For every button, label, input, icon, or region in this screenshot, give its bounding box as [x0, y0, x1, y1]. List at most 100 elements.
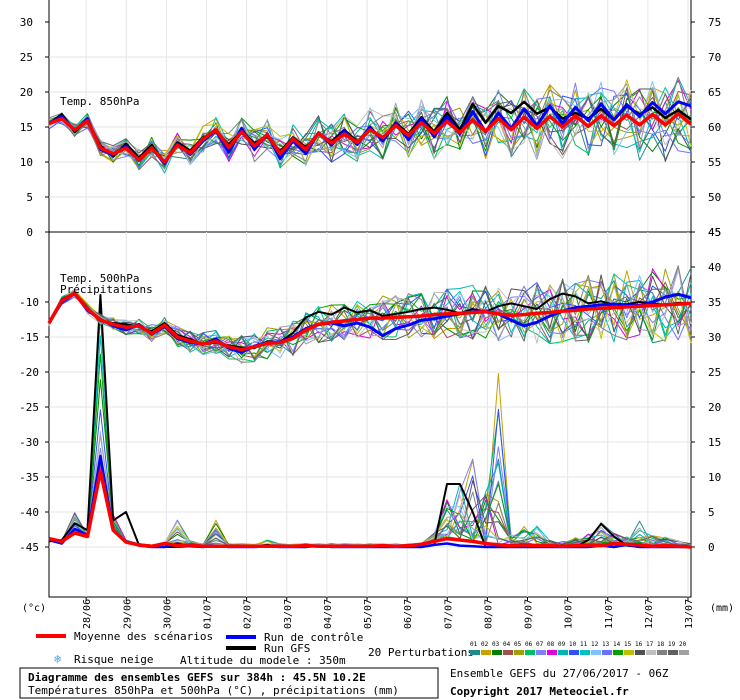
y-tick-label: -45 [19, 541, 39, 554]
perturbation-swatch [602, 650, 612, 655]
perturbation-id: 17 [646, 641, 654, 648]
date-label: 13/07 [684, 599, 695, 629]
legend: Moyenne des scénarios Run de contrôle Ru… [36, 630, 689, 667]
precip-series [48, 294, 692, 549]
temp-500-label: Temp. 500hPa [60, 272, 139, 285]
y-tick-label: -30 [19, 436, 39, 449]
perturbation-swatch [558, 650, 568, 655]
date-label: 03/07 [283, 599, 294, 629]
perturbation-line [48, 280, 692, 354]
y-tick-label: 10 [20, 156, 33, 169]
y-tick-label: 25 [20, 51, 33, 64]
temp-850-label: Temp. 850hPa [60, 95, 139, 108]
perturbation-swatch [679, 650, 689, 655]
bottom-right-axis: 45 40 35 30 25 20 15 10 5 0 [691, 226, 721, 554]
perturbation-swatch [613, 650, 623, 655]
y-right-tick-label: 35 [708, 296, 721, 309]
perturbation-id: 02 [481, 641, 489, 648]
y-right-tick-label: 70 [708, 51, 721, 64]
mean-legend-label: Moyenne des scénarios [74, 630, 213, 643]
footer-subtitle: Températures 850hPa et 500hPa (°C) , pré… [28, 684, 399, 697]
date-label: 29/06 [122, 599, 133, 629]
y-right-tick-label: 55 [708, 156, 721, 169]
footer-title: Diagramme des ensembles GEFS sur 384h : … [28, 671, 366, 684]
perturbation-swatch [492, 650, 502, 655]
date-label: 28/06 [82, 599, 93, 629]
perturbation-id: 11 [580, 641, 588, 648]
perturbation-id: 04 [503, 641, 511, 648]
date-label: 05/07 [363, 599, 374, 629]
y-right-tick-label: 30 [708, 331, 721, 344]
gfs-legend-label: Run GFS [264, 642, 310, 655]
perturbation-swatch [481, 650, 491, 655]
perturbation-id: 15 [624, 641, 632, 648]
date-label: 11/07 [604, 599, 615, 629]
perturbation-swatch [624, 650, 634, 655]
date-label: 07/07 [443, 599, 454, 629]
y-tick-label: 20 [20, 86, 33, 99]
perturbation-id: 10 [569, 641, 577, 648]
y-right-tick-label: 45 [708, 226, 721, 239]
perturbation-id: 16 [635, 641, 643, 648]
snow-legend-label: Risque neige [74, 653, 153, 666]
right-unit-label: (mm) [710, 603, 734, 614]
copyright: Copyright 2017 Meteociel.fr [450, 685, 629, 698]
perturbations-label: 20 Perturbations [368, 646, 474, 659]
perturbation-id: 19 [668, 641, 676, 648]
precip-label: Précipitations [60, 283, 153, 296]
y-right-tick-label: 25 [708, 366, 721, 379]
footer-box [19, 667, 439, 699]
perturbation-swatch [569, 650, 579, 655]
perturbation-line [48, 277, 692, 357]
perturbation-id: 20 [679, 641, 687, 648]
y-right-tick-label: 20 [708, 401, 721, 414]
top-right-axis: 75 70 65 60 55 50 45 [691, 16, 721, 239]
date-label: 01/07 [203, 599, 214, 629]
date-label: 12/07 [644, 599, 655, 629]
perturbation-swatch [668, 650, 678, 655]
perturbation-swatch [591, 650, 601, 655]
mean-line [48, 469, 692, 549]
date-label: 10/07 [564, 599, 575, 629]
perturbation-id: 06 [525, 641, 533, 648]
date-label: 04/07 [323, 599, 334, 629]
y-tick-label: 30 [20, 16, 33, 29]
perturbation-swatches: 01 02 03 04 05 06 07 08 09 10 11 12 13 14 15 16 17 18 19 20 [470, 641, 689, 655]
perturbation-swatch [547, 650, 557, 655]
y-right-tick-label: 45 [708, 226, 721, 239]
perturbation-swatch [580, 650, 590, 655]
perturbation-swatch [525, 650, 535, 655]
y-tick-label: 5 [26, 191, 33, 204]
date-axis: 28/06 29/06 30/06 01/07 02/07 03/07 04/07 05/07… [82, 597, 695, 629]
perturbation-swatch [646, 650, 656, 655]
perturbation-swatch [470, 650, 480, 655]
bottom-left-axis: -10 -15 -20 -25 -30 -35 -40 -45 [19, 296, 49, 554]
snowflake-icon: ❄ [54, 652, 61, 666]
y-right-tick-label: 50 [708, 191, 721, 204]
y-tick-label: -10 [19, 296, 39, 309]
y-right-tick-label: 15 [708, 436, 721, 449]
y-tick-label: -25 [19, 401, 39, 414]
y-tick-label: -20 [19, 366, 39, 379]
perturbation-swatch [536, 650, 546, 655]
top-left-axis: 30 25 20 15 10 5 0 [20, 16, 49, 239]
y-right-tick-label: 40 [708, 261, 721, 274]
mean-line [48, 111, 693, 164]
date-label: 02/07 [243, 599, 254, 629]
perturbation-id: 12 [591, 641, 599, 648]
y-right-tick-label: 5 [708, 506, 715, 519]
y-right-tick-label: 60 [708, 121, 721, 134]
y-tick-label: -15 [19, 331, 39, 344]
footer: Diagramme des ensembles GEFS sur 384h : … [19, 667, 669, 699]
perturbation-id: 08 [547, 641, 555, 648]
date-label: 09/07 [524, 599, 535, 629]
perturbation-id: 07 [536, 641, 544, 648]
perturbation-id: 05 [514, 641, 522, 648]
y-tick-label: 15 [20, 121, 33, 134]
y-tick-label: -40 [19, 506, 39, 519]
perturbation-id: 13 [602, 641, 610, 648]
left-unit-label: (°c) [22, 603, 46, 614]
perturbation-id: 18 [657, 641, 665, 648]
perturbation-id: 01 [470, 641, 478, 648]
